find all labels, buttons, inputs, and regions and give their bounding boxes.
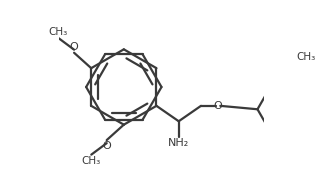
Text: CH₃: CH₃: [81, 155, 100, 166]
Text: NH₂: NH₂: [168, 137, 189, 147]
Text: O: O: [69, 42, 78, 52]
Text: O: O: [102, 141, 111, 151]
Text: CH₃: CH₃: [49, 27, 68, 37]
Text: CH₃: CH₃: [297, 52, 316, 62]
Text: O: O: [214, 101, 223, 111]
